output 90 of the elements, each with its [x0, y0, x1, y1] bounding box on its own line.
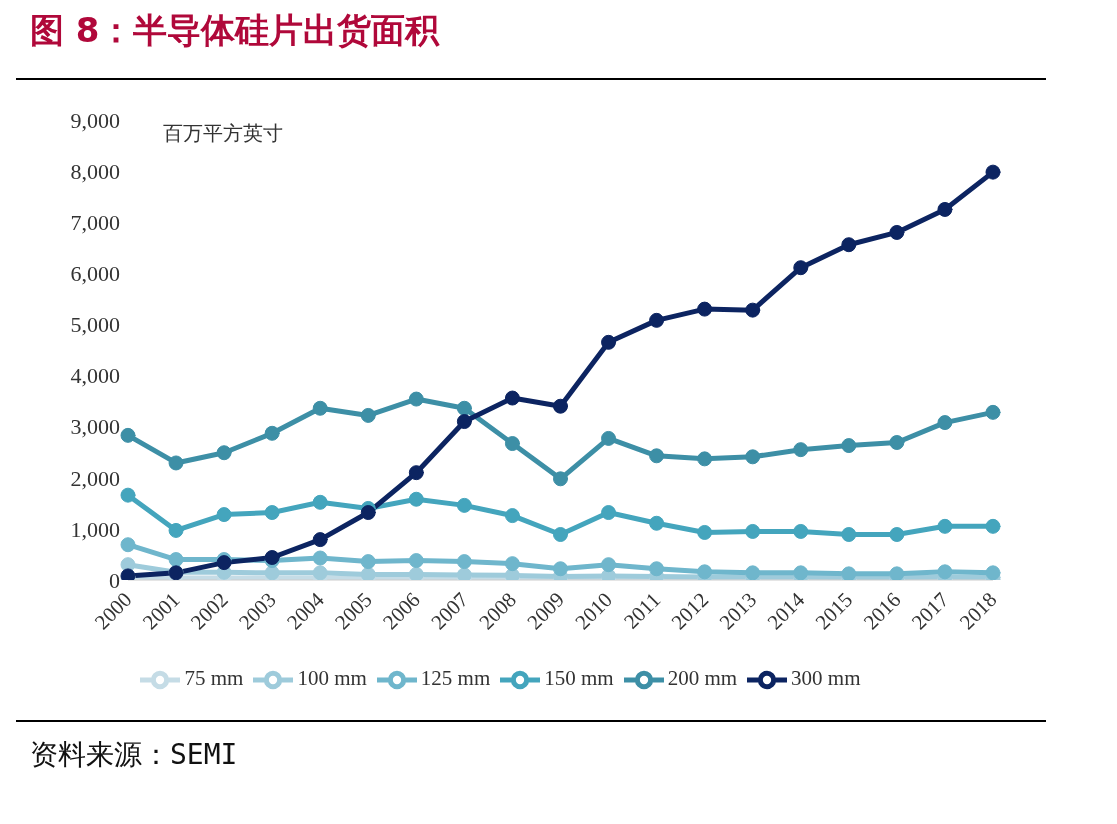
point	[408, 491, 424, 507]
point	[601, 430, 617, 446]
point	[456, 497, 472, 513]
point	[264, 565, 280, 580]
y-tick-label: 2,000	[70, 465, 120, 491]
point	[697, 524, 713, 540]
point	[937, 564, 953, 580]
point	[168, 552, 184, 568]
point	[168, 455, 184, 471]
point	[408, 566, 424, 580]
point	[649, 448, 665, 464]
y-tick-label: 1,000	[70, 516, 120, 542]
legend-label: 200 mm	[667, 665, 738, 690]
x-tick-label: 2011	[618, 587, 666, 634]
point	[264, 505, 280, 521]
point	[889, 224, 905, 240]
point	[360, 505, 376, 521]
point	[504, 390, 520, 406]
y-tick-label: 0	[109, 567, 120, 593]
y-tick-label: 6,000	[70, 261, 120, 287]
y-tick-label: 8,000	[70, 158, 120, 184]
point	[745, 565, 761, 580]
y-tick-label: 4,000	[70, 363, 120, 389]
point	[360, 554, 376, 570]
point	[841, 438, 857, 454]
point	[745, 523, 761, 539]
point	[745, 449, 761, 465]
y-tick-label: 3,000	[70, 414, 120, 440]
point	[456, 414, 472, 430]
point	[697, 564, 713, 580]
point	[264, 425, 280, 441]
point	[697, 301, 713, 317]
y-tick-label: 5,000	[70, 312, 120, 338]
point	[120, 427, 136, 443]
point	[456, 554, 472, 570]
point	[312, 494, 328, 510]
point	[601, 505, 617, 521]
point	[985, 518, 1001, 534]
point	[793, 442, 809, 458]
y-tick-label: 7,000	[70, 210, 120, 236]
point	[649, 515, 665, 531]
legend-label: 75 mm	[184, 665, 244, 690]
point	[504, 436, 520, 452]
point	[889, 435, 905, 451]
point	[312, 565, 328, 580]
point	[841, 237, 857, 253]
point	[312, 400, 328, 416]
point	[553, 398, 568, 414]
point	[408, 465, 424, 481]
point	[601, 334, 617, 350]
legend-label: 100 mm	[297, 665, 367, 690]
legend-label: 125 mm	[420, 665, 491, 690]
point	[649, 561, 665, 577]
point	[120, 487, 136, 503]
point	[216, 445, 232, 461]
point	[793, 565, 809, 580]
point	[985, 164, 1001, 180]
point	[504, 556, 520, 572]
text: 资料来源：SEMI	[30, 737, 239, 773]
point	[168, 522, 184, 538]
point	[553, 527, 568, 543]
point	[937, 415, 953, 431]
point	[745, 302, 761, 318]
point	[553, 561, 568, 577]
point	[120, 537, 136, 553]
point	[408, 391, 424, 407]
point	[360, 566, 376, 580]
point	[601, 557, 617, 573]
point	[841, 527, 857, 543]
point	[312, 550, 328, 566]
point	[649, 312, 665, 328]
y-axis-title: 百万平方英寸	[163, 121, 283, 146]
chart-title: 图 8：半导体硅片出货面积	[30, 9, 441, 52]
point	[889, 527, 905, 543]
legend-label: 300 mm	[791, 665, 861, 690]
point	[937, 201, 953, 217]
point	[216, 507, 232, 523]
point	[360, 407, 376, 423]
point	[504, 508, 520, 524]
point	[553, 471, 568, 487]
point	[793, 523, 809, 539]
legend-label: 150 mm	[544, 665, 614, 690]
point	[697, 451, 713, 467]
point	[456, 400, 472, 416]
point	[312, 532, 328, 548]
y-tick-label: 9,000	[70, 107, 120, 133]
point	[793, 260, 809, 276]
point	[985, 404, 1001, 420]
point	[408, 553, 424, 569]
point	[937, 518, 953, 534]
